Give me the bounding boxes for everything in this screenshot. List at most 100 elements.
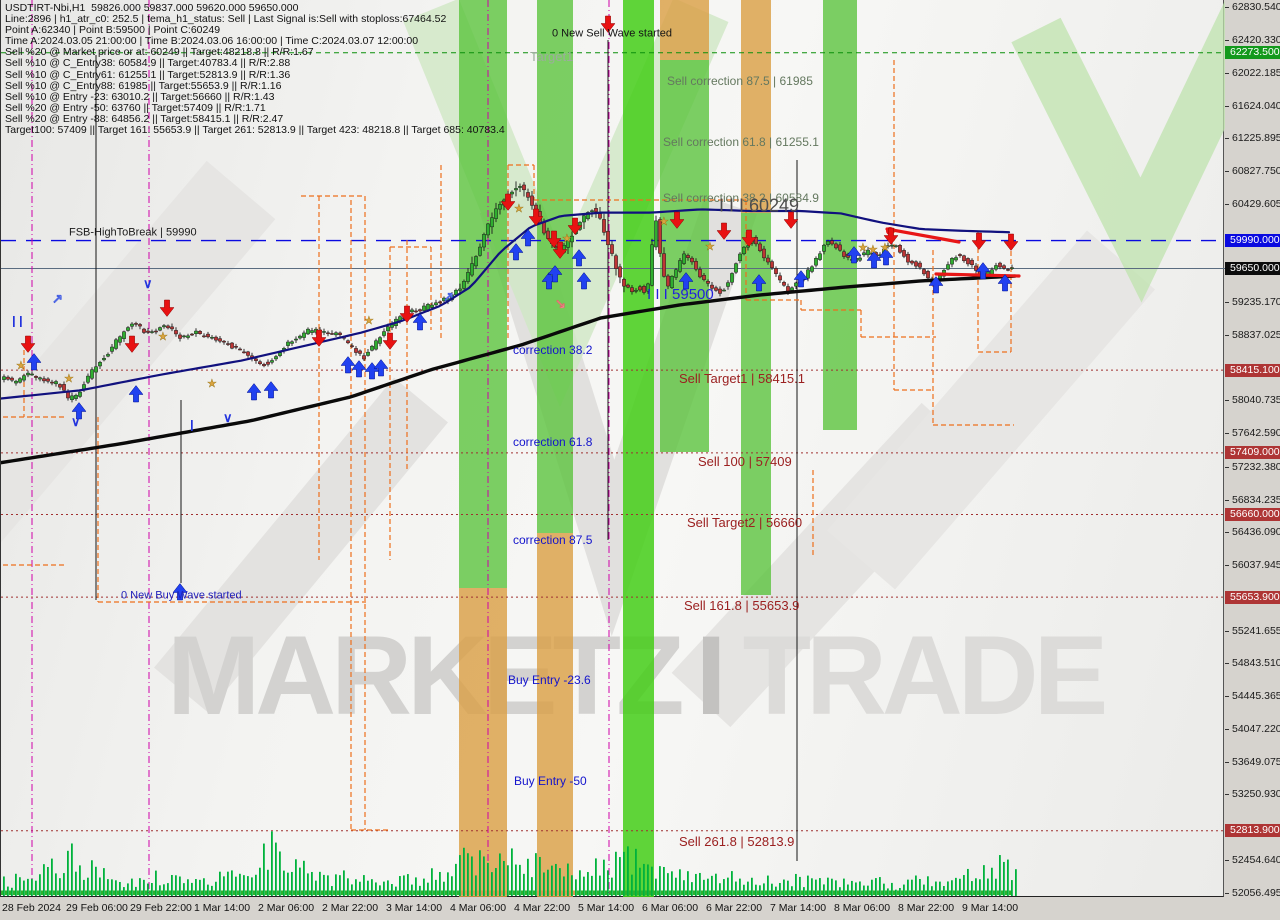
session-strip: [869, 890, 872, 895]
candle-body: [254, 358, 258, 361]
candle-body: [290, 341, 294, 344]
volume-bar: [903, 884, 905, 896]
candle-body: [918, 262, 922, 268]
volume-bar: [1003, 861, 1005, 896]
session-strip: [241, 890, 244, 895]
volume-bar: [415, 877, 417, 896]
volume-bar: [915, 875, 917, 896]
session-band: [459, 588, 507, 897]
chart-area[interactable]: MARKETZ I TRADE ★ ★ ★ ★ ★ ★ ★ ★ ★ ★ ★ ★ ∨ ∨ ∨ ↗ ↗ ↘ 0 New …: [0, 0, 1225, 897]
volume-bar: [63, 873, 65, 896]
volume-bar: [427, 882, 429, 896]
volume-bar: [27, 878, 29, 896]
candle-body: [826, 241, 830, 245]
sell-signal-arrow-icon: [567, 217, 583, 235]
candle-body: [858, 257, 862, 261]
candle-body: [34, 376, 38, 378]
star-marker-icon: ★: [514, 203, 524, 215]
info-line-8: Sell %10 @ Entry -23: 63010.2 || Target:…: [5, 90, 275, 103]
volume-bar: [327, 875, 329, 896]
price-axis-label: 56436.090: [1225, 526, 1280, 539]
volume-bar: [939, 881, 941, 896]
session-strip: [5, 890, 8, 895]
session-strip: [1005, 890, 1008, 895]
session-strip: [89, 890, 92, 895]
candle-body: [242, 351, 246, 354]
volume-bar: [279, 851, 281, 896]
candle-body: [438, 301, 442, 304]
candle-body: [706, 281, 710, 284]
session-strip: [269, 890, 272, 895]
star-marker-icon: ★: [364, 315, 374, 327]
session-strip: [969, 890, 972, 895]
volume-bar: [143, 879, 145, 896]
session-strip: [881, 890, 884, 895]
candle-body: [426, 304, 430, 311]
candle-body: [742, 246, 746, 255]
session-strip: [873, 890, 876, 895]
hollow-arrow-icon: ↗: [443, 289, 454, 304]
volume-bar: [287, 872, 289, 896]
volume-bar: [247, 876, 249, 896]
volume-bar: [263, 843, 265, 896]
volume-bar: [787, 880, 789, 896]
session-strip: [61, 890, 64, 895]
volume-bar: [91, 860, 93, 896]
candle-body: [26, 372, 30, 376]
volume-bar: [863, 885, 865, 896]
buy-signal-arrow-icon: [128, 385, 144, 403]
volume-bar: [355, 879, 357, 896]
time-axis-label: 7 Mar 14:00: [770, 902, 827, 914]
session-strip: [97, 890, 100, 895]
price-chart-canvas[interactable]: ★★★★★★★★ ★ ★ ★★∨∨ ∨↗ ↗ ↘0 New Sell Wave starte…: [1, 0, 1225, 897]
session-strip: [625, 890, 628, 895]
time-axis-label: 29 Feb 22:00: [130, 902, 192, 914]
buy-signal-arrow-icon: [928, 276, 944, 294]
volume-bar: [11, 887, 13, 896]
correction-618-label: correction 61.8: [513, 435, 593, 449]
volume-bar: [67, 850, 69, 896]
candle-body: [950, 258, 954, 265]
volume-bar: [603, 859, 605, 896]
session-strip: [153, 890, 156, 895]
volume-bar: [983, 865, 985, 896]
candle-body: [2, 376, 6, 380]
candle-body: [866, 249, 870, 256]
candle-body: [442, 297, 446, 302]
candle-body: [630, 287, 634, 293]
candle-body: [334, 332, 338, 336]
candle-body: [566, 240, 570, 248]
time-axis-label: 28 Feb 2024: [2, 902, 61, 914]
candle-body: [974, 265, 978, 271]
session-strip: [313, 890, 316, 895]
volume-bar: [707, 878, 709, 896]
session-strip: [553, 890, 556, 895]
volume-bar: [927, 876, 929, 896]
candle-body: [810, 266, 814, 272]
volume-bar: [727, 877, 729, 896]
volume-bar: [691, 882, 693, 896]
volume-bar: [79, 865, 81, 896]
candle-body: [146, 330, 150, 333]
session-strip: [749, 890, 752, 895]
time-axis[interactable]: 28 Feb 2024 29 Feb 06:00 29 Feb 22:00 1 Mar…: [0, 898, 1280, 920]
session-band: [741, 213, 771, 595]
session-strip: [785, 890, 788, 895]
candle-body: [702, 275, 706, 280]
candle-body: [686, 255, 690, 258]
session-strip: [409, 890, 412, 895]
session-strip: [805, 890, 808, 895]
price-axis[interactable]: 62830.540 62420.330 62273.500 62022.185 6162…: [1225, 0, 1280, 899]
volume-bar: [443, 881, 445, 896]
session-strip: [225, 890, 228, 895]
candle-body: [730, 273, 734, 283]
volume-bar: [503, 860, 505, 896]
candle-body: [674, 269, 678, 278]
candle-body: [1006, 269, 1010, 271]
volume-bar: [951, 880, 953, 896]
session-strip: [853, 890, 856, 895]
session-strip: [985, 890, 988, 895]
buy-signal-arrow-icon: [571, 249, 587, 267]
time-axis-label: 9 Mar 14:00: [962, 902, 1019, 914]
info-line-4: Sell %20 @ Market price or at: 60249 || …: [5, 46, 314, 59]
